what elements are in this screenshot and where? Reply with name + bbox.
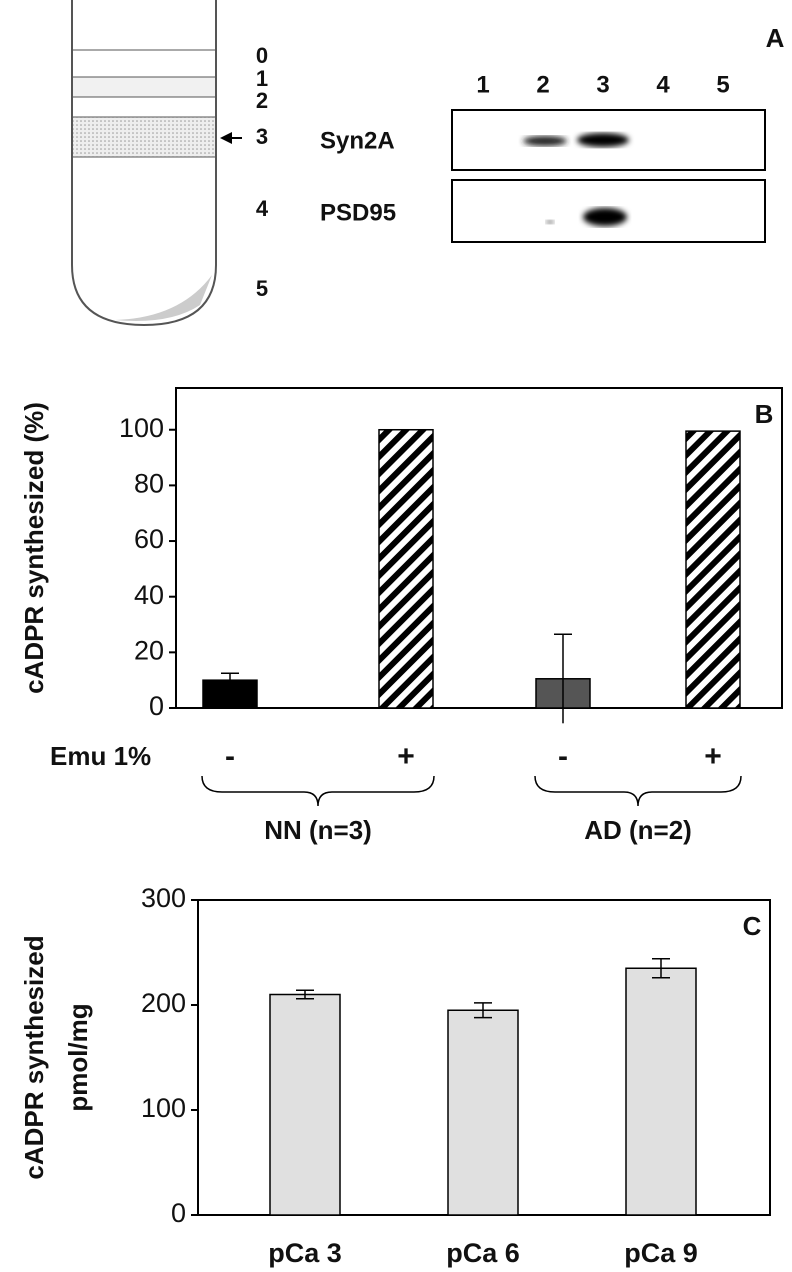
y-tick-label: 100 xyxy=(141,1093,186,1123)
blot xyxy=(451,109,766,243)
tube xyxy=(71,0,242,327)
bar xyxy=(625,967,697,1216)
x-tick-label: pCa 6 xyxy=(446,1238,520,1268)
x-tick-label: - xyxy=(558,740,568,773)
group-brace xyxy=(201,775,435,807)
lane-label: 2 xyxy=(536,71,549,98)
y-tick-label: 80 xyxy=(134,469,164,499)
x-tick-label: pCa 3 xyxy=(268,1238,342,1268)
plot-frame xyxy=(175,387,783,709)
category-title: Emu 1% xyxy=(50,741,151,771)
y-tick-label: 40 xyxy=(134,580,164,610)
bar xyxy=(378,428,434,709)
y-axis-label: cADPR synthesized xyxy=(19,935,49,1179)
y-tick-label: 200 xyxy=(141,988,186,1018)
panel-label: C xyxy=(743,911,762,941)
protein-label: PSD95 xyxy=(320,199,396,226)
group-label: AD (n=2) xyxy=(584,815,692,845)
lane-label: 5 xyxy=(716,71,729,98)
x-tick-label: - xyxy=(225,740,235,773)
bar xyxy=(447,1009,519,1216)
fraction-label: 5 xyxy=(256,276,268,301)
group-brace xyxy=(534,775,742,807)
lane-label: 1 xyxy=(476,71,489,98)
x-tick-label: + xyxy=(397,740,415,773)
y-tick-label: 100 xyxy=(119,413,164,443)
panel-label: B xyxy=(755,399,774,429)
x-tick-label: pCa 9 xyxy=(624,1238,698,1268)
fraction-label: 3 xyxy=(256,124,268,149)
y-tick-label: 20 xyxy=(134,635,164,665)
panel-label: A xyxy=(766,23,785,53)
fraction-label: 0 xyxy=(256,43,268,68)
x-tick-label: + xyxy=(704,740,722,773)
group-label: NN (n=3) xyxy=(264,815,372,845)
lane-label: 3 xyxy=(596,71,609,98)
fraction-label: 1 xyxy=(256,66,268,91)
fraction-label: 4 xyxy=(256,196,269,221)
y-tick-label: 60 xyxy=(134,524,164,554)
y-tick-label: 0 xyxy=(171,1198,186,1228)
bar xyxy=(269,993,341,1216)
y-tick-label: 0 xyxy=(149,691,164,721)
protein-label: Syn2A xyxy=(320,127,395,154)
fraction-label: 2 xyxy=(256,88,268,113)
y-axis-label: cADPR synthesized (%) xyxy=(19,402,49,694)
y-axis-label: pmol/mg xyxy=(63,1003,93,1111)
y-tick-label: 300 xyxy=(141,883,186,913)
bar xyxy=(685,430,741,709)
lane-label: 4 xyxy=(656,71,670,98)
